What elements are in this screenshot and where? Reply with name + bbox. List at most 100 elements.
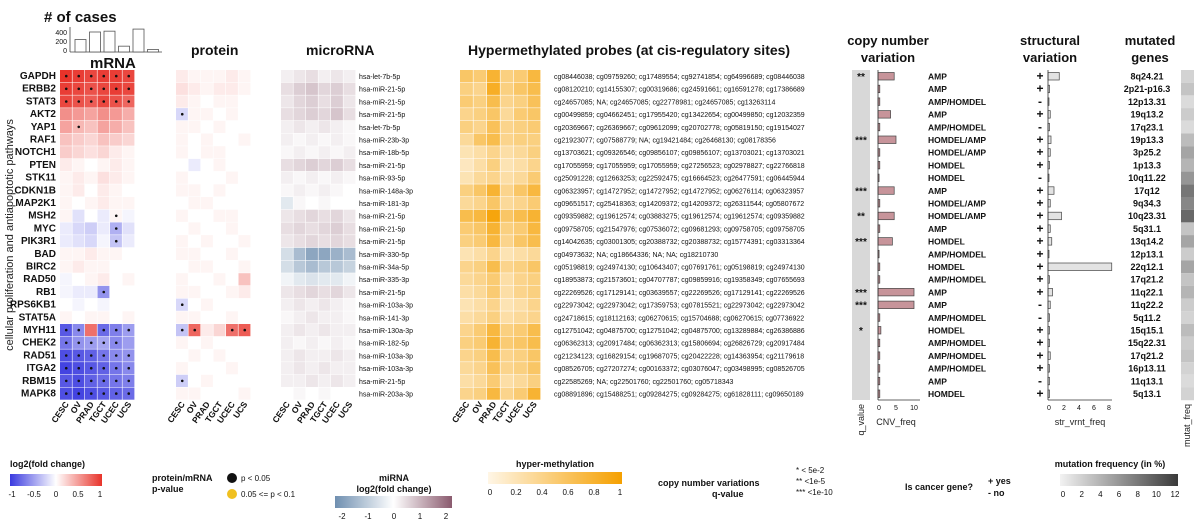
microrna-cell xyxy=(306,82,318,95)
mrna-cell xyxy=(110,120,122,133)
cancer-gene-sign: + xyxy=(1036,209,1043,223)
mrna-cell xyxy=(97,222,110,235)
methylation-cell xyxy=(473,285,487,299)
legend-mut-bar xyxy=(1060,474,1178,486)
sv-freq-bar xyxy=(1047,288,1053,297)
protein-cell xyxy=(226,235,238,248)
protein-cell xyxy=(226,247,238,260)
microrna-cell xyxy=(331,184,343,197)
cancer-gene-sign: - xyxy=(1038,94,1042,108)
mrna-cell xyxy=(122,222,135,235)
methylation-cell xyxy=(527,273,541,286)
sv-freq-label: str_vrnt_freq xyxy=(1055,417,1106,427)
methylation-cell xyxy=(460,260,473,273)
protein-cell xyxy=(176,222,188,235)
microrna-cell xyxy=(306,120,318,133)
mrna-cell xyxy=(85,146,97,159)
protein-cell xyxy=(176,197,188,210)
cancer-gene-sign: + xyxy=(1036,323,1043,337)
protein-cell xyxy=(201,82,213,95)
microrna-cell xyxy=(343,222,356,235)
mrna-cell xyxy=(72,209,85,222)
protein-cell xyxy=(201,374,213,387)
gene-label: CHEK2 xyxy=(22,338,56,349)
cnv-type: HOMDEL/AMP xyxy=(928,135,986,145)
cancer-label: UCS xyxy=(231,399,250,420)
methylation-cell xyxy=(500,133,514,146)
mutation-freq-cell xyxy=(1181,374,1194,388)
methylation-cell xyxy=(487,108,500,121)
protein-cell xyxy=(188,209,201,222)
microrna-cell xyxy=(281,120,293,133)
protein-cell xyxy=(213,247,226,260)
mrna-sig-dot xyxy=(102,100,106,103)
methylation-cell xyxy=(460,108,473,121)
mrna-cell xyxy=(97,171,110,184)
microrna-cell xyxy=(331,120,343,133)
protein-cell xyxy=(201,120,213,133)
methylation-cell xyxy=(500,82,514,95)
methylation-cell xyxy=(487,70,500,83)
protein-cell xyxy=(226,158,238,172)
protein-cell xyxy=(213,349,226,362)
mrna-sig-dot xyxy=(89,74,93,78)
mrna-cell xyxy=(122,197,135,210)
microrna-cell xyxy=(343,285,356,299)
microrna-name: hsa-miR-103a-3p xyxy=(359,353,413,360)
microrna-cell xyxy=(331,247,343,260)
microrna-name: hsa-miR-330-5p xyxy=(359,252,409,259)
protein-cell xyxy=(176,387,188,400)
microrna-name: hsa-miR-21-5p xyxy=(359,99,405,106)
probe-list: cg08526705; cg27207274; cg00163372; cg03… xyxy=(554,366,805,373)
microrna-cell xyxy=(318,336,331,349)
protein-cell xyxy=(238,298,251,311)
q-value-star: *** xyxy=(855,186,867,197)
mrna-cell xyxy=(60,133,72,146)
protein-cell xyxy=(201,95,213,108)
cnv-freq-bar xyxy=(877,300,915,309)
methylation-cell xyxy=(514,273,527,286)
methylation-cell xyxy=(460,222,473,235)
legend-tick: 6 xyxy=(1117,490,1122,499)
protein-cell xyxy=(226,273,238,286)
methylation-cell xyxy=(473,324,487,337)
microrna-cell xyxy=(331,273,343,286)
mrna-cell xyxy=(122,209,135,222)
cnv-freq-bars xyxy=(877,72,915,398)
methylation-cell xyxy=(527,324,541,337)
legend-fold-bar xyxy=(10,474,102,486)
methylation-cell xyxy=(487,82,500,95)
microrna-cell xyxy=(306,324,318,337)
mrna-sig-dot xyxy=(102,366,106,370)
methylation-cell xyxy=(487,260,500,273)
microrna-cell xyxy=(281,197,293,210)
legend-cnvq-title-1: copy number variations xyxy=(658,478,760,488)
microrna-cell xyxy=(331,171,343,184)
protein-cell xyxy=(176,336,188,349)
methylation-cell xyxy=(527,298,541,311)
protein-cell xyxy=(201,133,213,146)
gene-label: ITGA2 xyxy=(27,363,57,374)
methylation-cell xyxy=(473,273,487,286)
methylation-cell xyxy=(460,171,473,184)
methylation-cell xyxy=(500,349,514,362)
mrna-cell xyxy=(110,133,122,146)
protein-cell xyxy=(213,82,226,95)
mrna-cell xyxy=(60,209,72,222)
protein-cell xyxy=(238,197,251,210)
mrna-sig-dot xyxy=(102,290,106,294)
legend-tick: 8 xyxy=(1135,490,1140,499)
mrna-sig-dot xyxy=(89,341,93,345)
methylation-cell xyxy=(487,324,500,337)
mrna-cell xyxy=(85,171,97,184)
probe-list: cg24657085; NA; cg24657085; cg22778981; … xyxy=(554,99,775,106)
mrna-sig-dot xyxy=(89,379,93,383)
methylation-cell xyxy=(527,260,541,273)
gene-label: BAD xyxy=(34,249,56,260)
protein-cell xyxy=(226,209,238,222)
mrna-cell xyxy=(85,324,97,337)
mrna-cell xyxy=(110,285,122,299)
mutation-freq-column xyxy=(1181,70,1194,401)
gene-label: PTEN xyxy=(29,160,56,171)
microrna-name: hsa-miR-21-5p xyxy=(359,239,405,246)
